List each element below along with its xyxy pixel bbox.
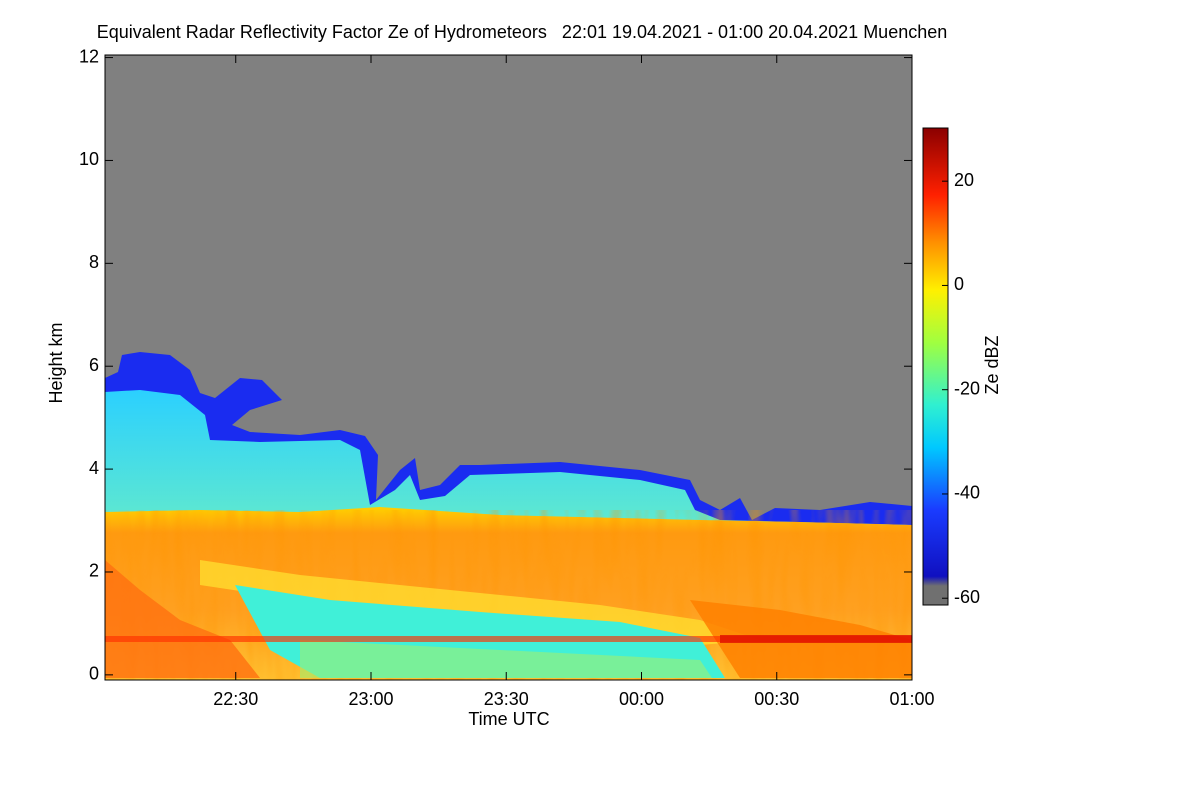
- colorbar: [922, 127, 949, 606]
- y-tick-label: 6: [89, 355, 99, 375]
- plot-frame: [104, 54, 913, 681]
- y-tick-label: 0: [89, 664, 99, 684]
- colorbar-tick-label: 20: [954, 170, 974, 190]
- colorbar-tick-label: -40: [954, 483, 980, 503]
- x-tick-label: 01:00: [889, 689, 934, 709]
- x-tick-label: 23:00: [348, 689, 393, 709]
- y-tick-label: 8: [89, 252, 99, 272]
- colorbar-tick-label: -60: [954, 587, 980, 607]
- x-axis-label: Time UTC: [468, 709, 549, 729]
- y-tick-label: 2: [89, 561, 99, 581]
- x-tick-label: 00:00: [619, 689, 664, 709]
- x-tick-label: 00:30: [754, 689, 799, 709]
- colorbar-label: Ze dBZ: [982, 335, 1002, 394]
- y-tick-label: 4: [89, 458, 99, 478]
- y-tick-label: 10: [79, 149, 99, 169]
- x-tick-label: 23:30: [484, 689, 529, 709]
- x-tick-label: 22:30: [213, 689, 258, 709]
- y-tick-label: 12: [79, 46, 99, 66]
- heatmap-field: [105, 55, 912, 680]
- chart-title: Equivalent Radar Reflectivity Factor Ze …: [97, 22, 948, 42]
- y-axis-label: Height km: [46, 322, 66, 403]
- colorbar-tick-label: 0: [954, 274, 964, 294]
- colorbar-tick-label: -20: [954, 378, 980, 398]
